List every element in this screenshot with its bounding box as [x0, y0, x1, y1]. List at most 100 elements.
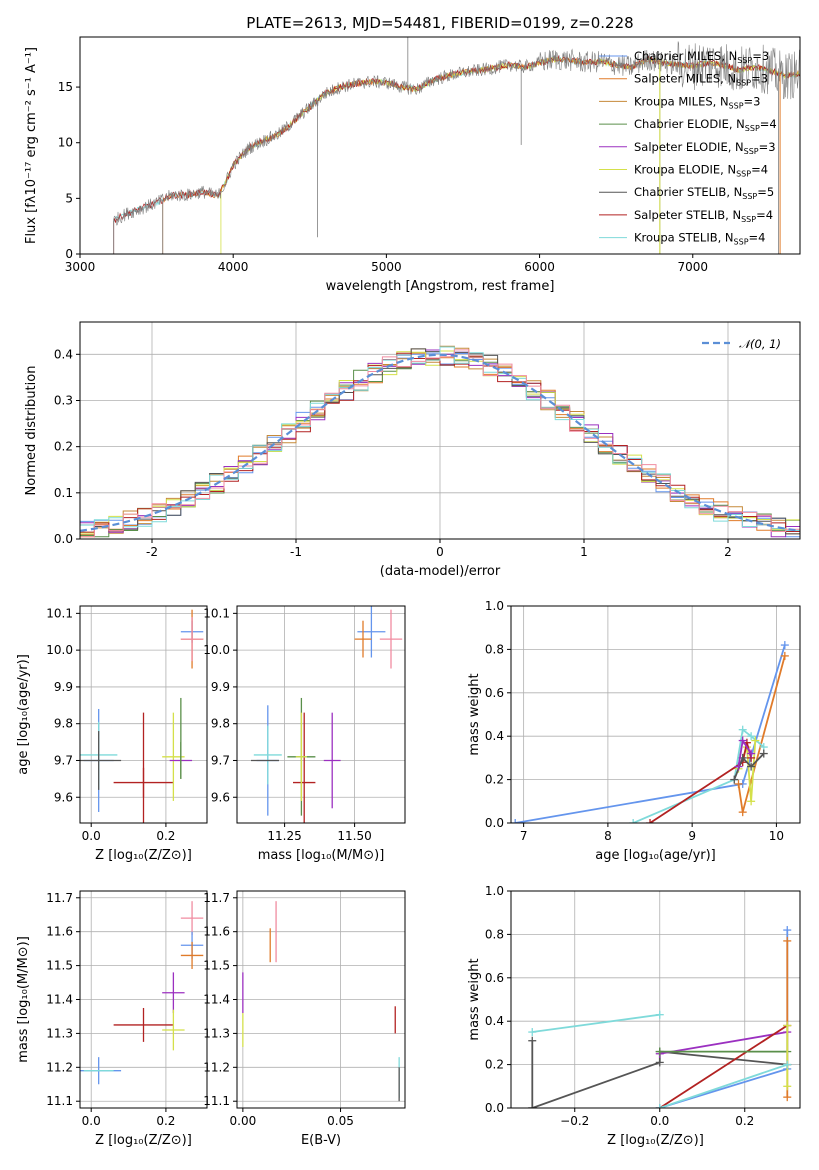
- plot-area: [528, 926, 792, 1108]
- y-axis-label: mass [log₁₀(M/M⊙)]: [16, 936, 31, 1063]
- figure-title: PLATE=2613, MJD=54481, FIBERID=0199, z=0…: [246, 14, 633, 32]
- series-marker: [629, 819, 638, 823]
- model-spectrum: [162, 56, 800, 254]
- x-axis-label: Z [log₁₀(Z/Z⊙)]: [95, 848, 192, 863]
- y-tick-label: 9.9: [54, 680, 73, 694]
- legend-entry: Salpeter ELODIE, NSSP=3: [634, 140, 776, 156]
- data-point: [180, 901, 204, 936]
- series-marker: [783, 1060, 792, 1069]
- model-spectrum: [113, 54, 800, 254]
- x-tick-label: 0.2: [156, 1114, 175, 1128]
- data-point: [293, 712, 316, 823]
- panel-mass_vs_Z: 0.0 0.2 11.1 11.2 11.3 11.4 11.5 11.6 11.7 Z [log…: [16, 890, 208, 1148]
- x-axis-label: wavelength [Angstrom, rest frame]: [326, 279, 555, 294]
- x-tick-label: 1: [580, 545, 588, 559]
- y-axis-label: Normed distribution: [24, 366, 39, 496]
- axes-frame: [236, 605, 406, 824]
- axes-frame: [79, 321, 801, 540]
- weight-series: [659, 1024, 788, 1108]
- panel-weight_vs_Z: −0.2 0.0 0.2 0.0 0.2 0.4 0.6 0.8 1.0 Z [log₁₀(Z/Z…: [467, 884, 801, 1148]
- axes-frame: [510, 605, 801, 824]
- model-spectrum: [220, 56, 800, 254]
- x-axis-label: Z [log₁₀(Z/Z⊙)]: [607, 1133, 704, 1148]
- y-tick-label: 0.2: [54, 440, 73, 454]
- data-point: [354, 620, 372, 658]
- series-marker: [734, 762, 743, 771]
- x-tick-label: 0: [436, 545, 444, 559]
- x-tick-label: 6000: [524, 260, 555, 274]
- x-tick-label: 0.0: [82, 829, 101, 843]
- y-tick-label: 11.3: [46, 1026, 73, 1040]
- series-marker: [780, 651, 789, 660]
- legend-entry: Kroupa ELODIE, NSSP=4: [634, 163, 768, 179]
- y-tick-label: 0.8: [485, 642, 504, 656]
- series-marker: [655, 1104, 664, 1108]
- weight-series: [737, 655, 786, 813]
- data-point: [357, 606, 386, 658]
- model-spectrum: [113, 55, 800, 254]
- axes-frame: [79, 605, 208, 824]
- y-tick-label: 10: [58, 136, 73, 150]
- y-tick-label: 10.1: [203, 606, 230, 620]
- y-tick-label: 0.6: [485, 971, 504, 985]
- x-tick-label: 3000: [65, 260, 96, 274]
- y-tick-label: 11.4: [46, 993, 73, 1007]
- series-marker: [783, 1021, 792, 1030]
- y-axis-label: mass weight: [467, 673, 482, 755]
- y-tick-label: 0.4: [485, 729, 504, 743]
- series-marker: [655, 1058, 664, 1067]
- legend-entry: Salpeter STELIB, NSSP=4: [634, 208, 773, 224]
- x-tick-label: 0.2: [735, 1114, 754, 1128]
- y-tick-label: 0.4: [485, 1014, 504, 1028]
- series-marker: [655, 1010, 664, 1019]
- y-tick-label: 0.6: [485, 686, 504, 700]
- series-marker: [655, 1047, 664, 1056]
- data-point: [323, 712, 341, 809]
- series-marker: [747, 797, 756, 806]
- data-point: [180, 617, 204, 662]
- legend-entry: Chabrier MILES, NSSP=3: [634, 49, 769, 65]
- panel-mass_vs_EBV: 0.00 0.05 11.1 11.2 11.3 11.4 11.5 11.6 11.7 E(B-…: [203, 890, 406, 1148]
- data-point: [162, 1009, 185, 1051]
- plot-area: [80, 609, 204, 823]
- x-tick-label: 7: [520, 829, 528, 843]
- data-point: [295, 712, 307, 801]
- series-marker: [646, 819, 655, 823]
- normal-curve: [80, 353, 800, 532]
- y-tick-label: 0.3: [54, 393, 73, 407]
- y-tick-label: 11.3: [203, 1026, 230, 1040]
- y-tick-label: 10.1: [46, 606, 73, 620]
- x-tick-label: 8: [604, 829, 612, 843]
- y-axis-label: Flux [fλ10⁻¹⁷ erg cm⁻² s⁻¹ A⁻¹]: [24, 47, 39, 244]
- x-tick-label: 11.50: [337, 829, 371, 843]
- weight-series: [532, 1013, 660, 1033]
- weight-series: [515, 644, 786, 823]
- y-tick-label: 9.9: [211, 680, 230, 694]
- y-tick-label: 0.4: [54, 347, 73, 361]
- histogram-series: [80, 346, 800, 531]
- y-tick-label: 10.0: [46, 643, 73, 657]
- y-tick-label: 0.2: [485, 1058, 504, 1072]
- y-tick-label: 11.4: [203, 993, 230, 1007]
- y-tick-label: 1.0: [485, 599, 504, 613]
- series-marker: [747, 762, 756, 771]
- series-marker: [738, 736, 747, 745]
- x-tick-label: 2: [724, 545, 732, 559]
- axes-frame: [236, 890, 406, 1109]
- y-tick-label: 9.6: [211, 790, 230, 804]
- y-tick-label: 15: [58, 80, 73, 94]
- y-tick-label: 11.7: [46, 891, 73, 905]
- legend-entry: Chabrier STELIB, NSSP=5: [634, 185, 774, 201]
- axes-frame: [79, 36, 801, 255]
- y-tick-label: 9.6: [54, 790, 73, 804]
- x-axis-label: mass [log₁₀(M/M⊙)]: [258, 848, 385, 863]
- x-tick-label: 0.05: [327, 1114, 354, 1128]
- legend-entry: Kroupa STELIB, NSSP=4: [634, 231, 765, 247]
- y-tick-label: 0.0: [485, 816, 504, 830]
- histogram-series: [80, 352, 800, 533]
- weight-series: [659, 930, 789, 1108]
- x-tick-label: -1: [290, 545, 302, 559]
- weight-series: [659, 1063, 788, 1108]
- y-tick-label: 0.8: [485, 927, 504, 941]
